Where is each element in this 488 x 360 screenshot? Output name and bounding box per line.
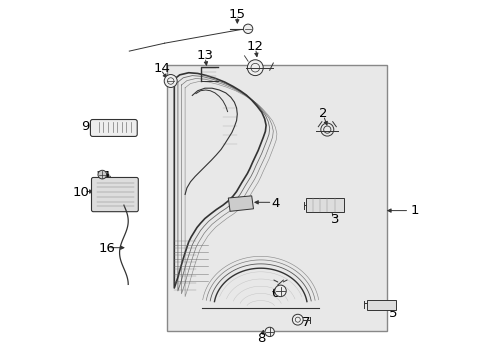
Circle shape	[164, 75, 177, 87]
FancyBboxPatch shape	[91, 177, 138, 212]
Circle shape	[264, 327, 274, 337]
Text: 8: 8	[257, 332, 265, 345]
Text: 15: 15	[228, 8, 245, 21]
Text: 11: 11	[95, 170, 112, 183]
Text: 12: 12	[246, 40, 263, 53]
Text: 3: 3	[330, 213, 339, 226]
Text: 7: 7	[302, 316, 310, 329]
Circle shape	[292, 314, 303, 325]
Circle shape	[247, 60, 263, 76]
Text: 1: 1	[409, 204, 418, 217]
Text: 2: 2	[319, 107, 327, 120]
Polygon shape	[305, 198, 343, 212]
Circle shape	[98, 170, 106, 179]
Circle shape	[243, 24, 252, 33]
Text: 10: 10	[72, 186, 89, 199]
Polygon shape	[228, 196, 253, 211]
Text: 5: 5	[387, 307, 396, 320]
FancyBboxPatch shape	[90, 120, 137, 136]
Text: 4: 4	[271, 197, 279, 210]
Text: 16: 16	[99, 242, 115, 255]
Polygon shape	[167, 65, 386, 331]
Circle shape	[274, 285, 285, 297]
Text: 14: 14	[153, 62, 170, 75]
Text: 6: 6	[271, 287, 279, 300]
Polygon shape	[366, 300, 396, 310]
Text: 13: 13	[196, 49, 213, 62]
Text: 9: 9	[81, 120, 89, 132]
